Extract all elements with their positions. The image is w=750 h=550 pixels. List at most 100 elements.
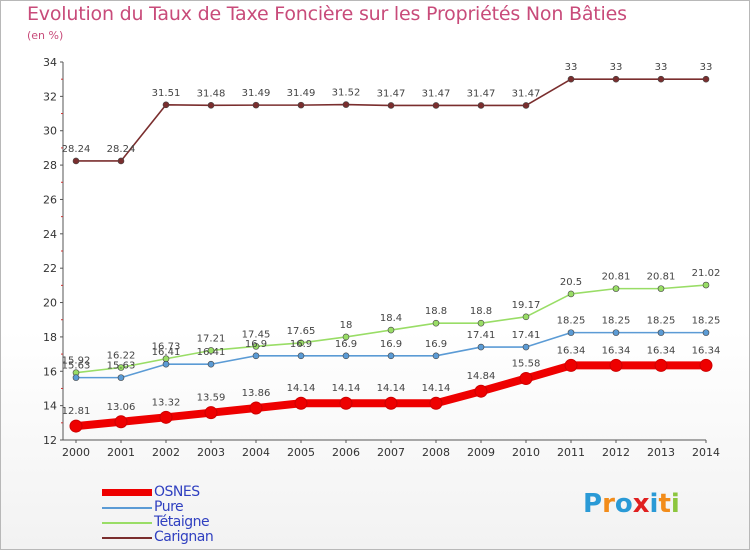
data-label-pure: 18.25	[692, 316, 721, 327]
data-point-tetaigne	[657, 285, 665, 292]
data-label-tetaigne: 20.81	[647, 272, 676, 283]
data-label-tetaigne: 17.65	[287, 326, 316, 337]
legend-swatch-tetaigne	[102, 522, 152, 524]
legend-item-carignan: Carignan	[102, 529, 302, 545]
data-label-pure: 18.25	[602, 316, 631, 327]
y-tick-label: 26	[43, 193, 57, 206]
x-tick-label: 2005	[287, 446, 315, 459]
data-label-carignan: 31.47	[467, 88, 496, 99]
data-point-carignan	[297, 101, 305, 109]
data-point-tetaigne	[387, 326, 395, 334]
data-label-carignan: 28.24	[107, 144, 136, 155]
data-point-pure	[162, 360, 170, 368]
data-label-tetaigne: 20.81	[602, 272, 631, 283]
data-label-pure: 16.9	[335, 339, 357, 350]
data-point-pure	[297, 352, 305, 360]
data-point-pure	[342, 352, 350, 360]
legend-swatch-osnes	[102, 489, 152, 496]
data-point-tetaigne	[252, 343, 260, 350]
data-label-pure: 16.9	[290, 339, 312, 350]
data-label-osnes: 14.84	[467, 371, 496, 382]
data-label-tetaigne: 20.5	[560, 277, 582, 288]
data-point-pure	[207, 360, 215, 368]
data-label-tetaigne: 16.73	[152, 342, 181, 353]
x-tick-label: 2012	[602, 446, 630, 459]
chart-title: Evolution du Taux de Taxe Foncière sur l…	[27, 3, 627, 25]
data-point-carignan	[252, 101, 260, 109]
data-point-tetaigne	[522, 313, 530, 321]
data-label-pure: 16.9	[380, 339, 402, 350]
x-tick-label: 2013	[647, 446, 675, 459]
y-tick-label: 30	[43, 125, 57, 138]
data-point-carignan	[702, 75, 710, 83]
y-tick-label: 24	[43, 228, 57, 241]
data-point-carignan	[612, 75, 620, 83]
data-label-carignan: 31.49	[242, 88, 271, 99]
data-point-carignan	[657, 75, 665, 83]
data-label-tetaigne: 16.22	[107, 350, 136, 361]
data-labels: 28.24 28.24 31.51 31.48 31.49 31.49 31.52 31.47…	[62, 62, 721, 417]
data-label-osnes: 16.34	[647, 345, 676, 356]
legend-swatch-carignan	[102, 537, 152, 539]
data-label-osnes: 12.81	[62, 406, 91, 417]
data-label-osnes: 14.14	[422, 383, 451, 394]
data-point-carignan	[387, 102, 395, 109]
data-label-tetaigne: 17.45	[242, 329, 271, 340]
data-point-tetaigne	[477, 319, 485, 327]
data-label-carignan: 33	[700, 62, 713, 73]
logo-letter: P	[583, 489, 603, 519]
data-point-carignan	[522, 102, 530, 109]
data-label-carignan: 33	[565, 62, 578, 73]
data-point-osnes	[519, 371, 533, 385]
data-label-pure: 16.41	[152, 347, 181, 358]
data-point-carignan	[207, 101, 215, 109]
x-tick-label: 2008	[422, 446, 450, 459]
data-point-pure	[72, 374, 80, 381]
legend-label-carignan: Carignan	[154, 529, 214, 545]
legend-label-pure: Pure	[154, 499, 184, 515]
data-point-pure	[612, 329, 620, 336]
data-point-tetaigne	[117, 364, 125, 371]
y-tick-label: 20	[43, 297, 57, 310]
data-point-osnes	[384, 396, 398, 410]
logo-letter: i	[670, 489, 680, 519]
data-label-pure: 18.25	[557, 316, 586, 327]
data-label-carignan: 31.47	[422, 88, 451, 99]
data-label-pure: 15.63	[107, 361, 136, 372]
series-layer	[69, 75, 713, 433]
legend-item-osnes: OSNES	[102, 484, 302, 500]
data-label-carignan: 31.49	[287, 88, 316, 99]
y-tick-label: 22	[43, 262, 57, 275]
chart-subtitle: (en %)	[27, 29, 64, 42]
data-label-carignan: 33	[610, 62, 623, 73]
data-point-carignan	[162, 101, 170, 109]
data-point-osnes	[609, 358, 623, 372]
data-label-carignan: 31.51	[152, 88, 181, 99]
x-tick-label: 2007	[377, 446, 405, 459]
data-label-osnes: 14.14	[332, 383, 361, 394]
data-point-carignan	[477, 102, 485, 109]
data-label-tetaigne: 18.8	[425, 306, 447, 317]
data-point-osnes	[429, 396, 443, 410]
data-label-osnes: 13.06	[107, 402, 136, 413]
data-label-carignan: 31.47	[377, 88, 406, 99]
data-point-carignan	[72, 157, 80, 165]
data-point-osnes	[159, 410, 173, 424]
x-tick-label: 2011	[557, 446, 585, 459]
data-point-carignan	[567, 75, 575, 83]
x-tick-label: 2014	[692, 446, 720, 459]
data-label-tetaigne: 18	[340, 320, 353, 331]
data-label-pure: 16.9	[425, 339, 447, 350]
data-label-pure: 18.25	[647, 316, 676, 327]
logo-letter: i	[649, 489, 659, 519]
data-point-pure	[702, 329, 710, 336]
y-tick-label: 28	[43, 159, 57, 172]
data-label-osnes: 14.14	[377, 383, 406, 394]
data-label-tetaigne: 15.92	[62, 356, 91, 367]
x-tick-label: 2002	[152, 446, 180, 459]
legend-item-pure: Pure	[102, 499, 302, 515]
data-point-tetaigne	[612, 285, 620, 292]
y-tick-label: 18	[43, 331, 57, 344]
data-point-pure	[522, 343, 530, 351]
